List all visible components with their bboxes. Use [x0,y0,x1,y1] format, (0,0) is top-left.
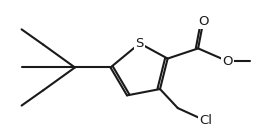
Text: Cl: Cl [199,114,212,127]
Text: O: O [198,15,209,28]
Text: O: O [222,55,233,68]
Text: S: S [136,37,144,50]
